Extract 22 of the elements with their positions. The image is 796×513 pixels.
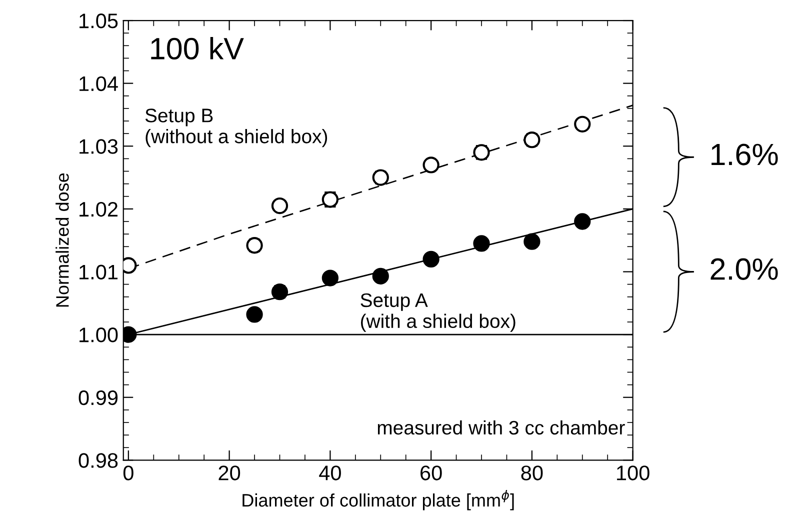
annotation: 100 kV [151,37,244,60]
y-tick-label: 1.05 [80,14,118,28]
x-tick-label: 0 [123,466,134,480]
y-tick-label: 1.04 [80,76,118,92]
text: Setup B (without a shield box) [145,108,328,148]
y-tick-label: 1.01 [80,264,118,280]
x-tick-label: 80 [521,466,543,480]
x-tick-label: 40 [319,466,341,480]
text: 1.6% [712,144,778,166]
x-tick-label: 60 [420,466,442,480]
annotation: measured with 3 cc chamber [378,420,625,435]
y-tick-label: 1.03 [80,139,118,154]
series-label: Setup A (with a shield box) [360,293,516,332]
y-tick-label: 0.99 [78,390,118,406]
text: 2.0% [710,258,778,280]
y-tick-label: 1.02 [80,202,118,217]
y-tick-label: 0.98 [78,453,118,468]
x-axis-title: Diameter of collimator plate [mm$^{ϕ}$] [242,490,514,510]
y-axis-title: Normalized dose [56,173,69,307]
x-tick-label: 100 [617,466,650,480]
x-tick-label: 20 [218,466,240,480]
y-tick-label: 1.00 [80,328,118,342]
